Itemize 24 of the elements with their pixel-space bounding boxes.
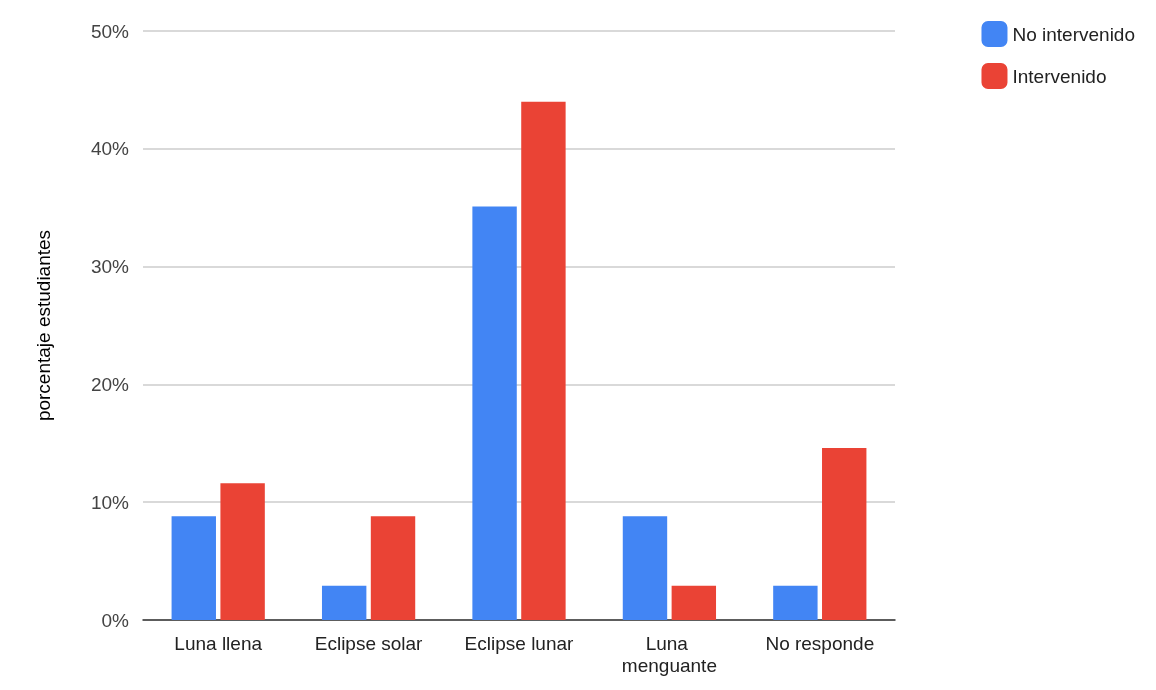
y-tick-label: 10% [90, 491, 130, 513]
bar [171, 516, 216, 620]
x-tick-label: Eclipse lunar [464, 632, 575, 654]
bar [521, 101, 566, 620]
bar [622, 516, 668, 620]
legend-label: Intervenido [1012, 65, 1107, 87]
x-tick-label: Luna llena [174, 632, 263, 654]
y-axis-title: porcentaje estudiantes [33, 229, 54, 422]
bar [472, 206, 517, 620]
bar [321, 585, 367, 620]
x-tick-label: No responde [765, 632, 875, 654]
y-tick-label: 40% [90, 138, 130, 160]
y-tick-label: 50% [90, 20, 130, 42]
x-tick-label: Luna menguante [621, 632, 717, 676]
y-tick-label: 30% [90, 256, 130, 278]
bar [773, 585, 818, 620]
legend-label: No intervenido [1012, 23, 1136, 45]
x-tick-label: Eclipse solar [314, 632, 424, 654]
bar [822, 448, 867, 620]
bar [671, 585, 717, 620]
bar [370, 516, 416, 620]
y-tick-label: 20% [90, 373, 130, 395]
bar [220, 483, 265, 620]
y-tick-label: 0% [101, 609, 130, 631]
